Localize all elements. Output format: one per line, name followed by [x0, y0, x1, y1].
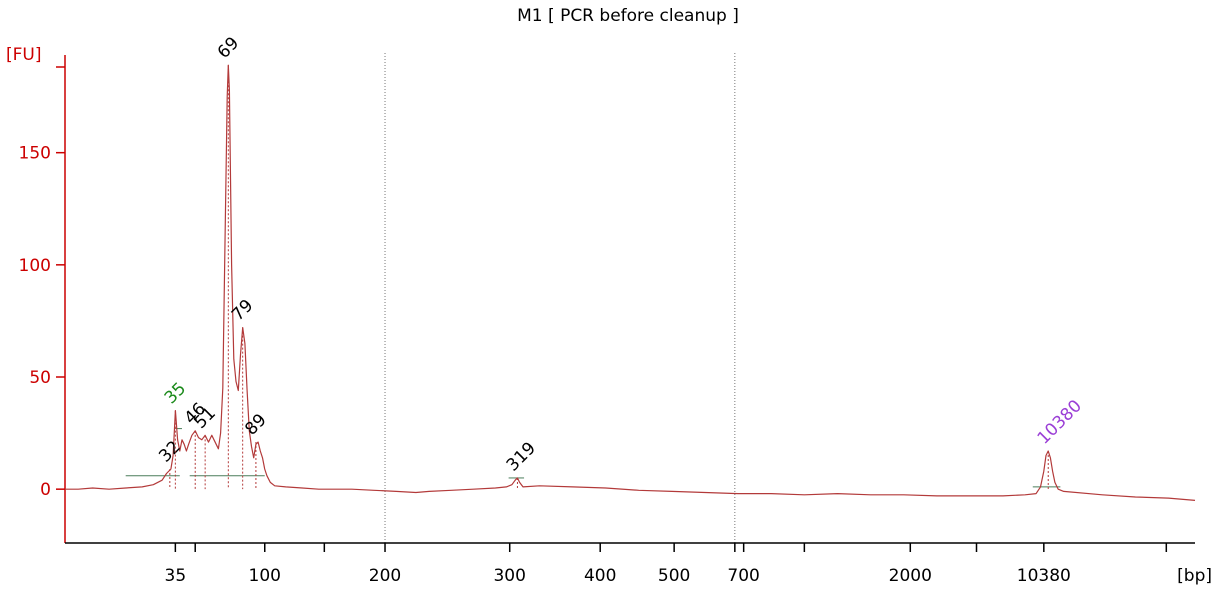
x-tick-label: 10380 — [1017, 566, 1071, 586]
peak-label: 35 — [161, 379, 190, 408]
x-tick-label: 400 — [584, 566, 616, 586]
trace-layer — [65, 64, 1196, 501]
x-tick-label: 100 — [249, 566, 281, 586]
axis-labels: 0 50 100 150 [FU] 35 100 200 300 400 500 700 2000 103… — [6, 45, 1212, 586]
vertical-dotted-lines — [384, 53, 736, 543]
x-tick-label: 2000 — [889, 566, 932, 586]
y-tick-label: 50 — [29, 368, 51, 388]
x-tick-label: 700 — [727, 566, 759, 586]
x-tick-label: 35 — [165, 566, 187, 586]
peak-baselines — [125, 428, 1061, 488]
peak-label: 32 — [155, 437, 184, 466]
y-tick-label: 0 — [40, 480, 51, 500]
y-axis-label: [FU] — [6, 45, 42, 65]
peak-label: 10380 — [1034, 396, 1086, 448]
x-tick-label: 300 — [493, 566, 525, 586]
x-tick-label: 200 — [369, 566, 401, 586]
peak-label: 69 — [214, 33, 243, 62]
y-tick-label: 150 — [19, 144, 51, 164]
chart-title: M1 [ PCR before cleanup ] — [517, 6, 739, 26]
peak-label: 319 — [503, 438, 540, 475]
peak-label: 89 — [241, 410, 270, 439]
y-tick-label: 100 — [19, 256, 51, 276]
x-axis-label: [bp] — [1177, 566, 1212, 586]
x-tick-label: 500 — [658, 566, 690, 586]
axes — [56, 55, 1195, 552]
electropherogram-trace — [65, 64, 1196, 501]
